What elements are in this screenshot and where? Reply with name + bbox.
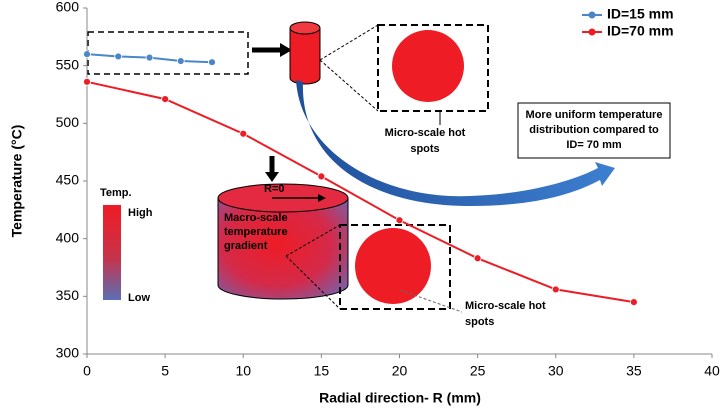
legend-marker bbox=[588, 28, 596, 36]
point bbox=[83, 50, 91, 59]
legend-label: ID=15 mm bbox=[607, 6, 674, 22]
annotation-text: More uniform temperature bbox=[526, 109, 663, 121]
point bbox=[395, 216, 404, 225]
x-tick-label: 30 bbox=[548, 363, 564, 379]
annotation-text: gradient bbox=[224, 240, 268, 252]
y-tick-label: 500 bbox=[56, 114, 80, 130]
point bbox=[83, 77, 91, 86]
point bbox=[629, 298, 638, 307]
y-tick-label: 450 bbox=[56, 172, 80, 188]
x-tick-label: 40 bbox=[704, 363, 720, 379]
point bbox=[317, 172, 326, 181]
x-tick-label: 15 bbox=[314, 363, 330, 379]
annotation-text: Micro-scale hot bbox=[465, 300, 546, 312]
x-axis-label: Radial direction- R (mm) bbox=[319, 390, 481, 406]
annotation-text: distribution compared to bbox=[529, 124, 659, 136]
point bbox=[473, 254, 482, 263]
point bbox=[176, 57, 185, 65]
y-tick-label: 600 bbox=[56, 0, 80, 15]
low-label: Low bbox=[128, 292, 150, 304]
annotation-text: Micro-scale hot bbox=[385, 127, 466, 139]
x-tick-label: 20 bbox=[392, 363, 408, 379]
y-axis-label: Temperature (°C) bbox=[9, 125, 25, 238]
r0-label: R=0 bbox=[264, 183, 285, 195]
point bbox=[208, 58, 216, 67]
x-tick-label: 5 bbox=[161, 363, 169, 379]
x-tick-label: 25 bbox=[470, 363, 486, 379]
high-label: High bbox=[128, 207, 153, 219]
point bbox=[145, 53, 154, 62]
annotation-text: ID= 70 mm bbox=[566, 139, 622, 151]
annotation-text: spots bbox=[410, 143, 439, 155]
annotation-graphics bbox=[87, 21, 671, 313]
point bbox=[551, 285, 560, 294]
x-tick-label: 10 bbox=[235, 363, 251, 379]
legend-marker bbox=[588, 11, 596, 19]
temp-label: Temp. bbox=[100, 187, 132, 199]
point bbox=[239, 129, 248, 138]
x-tick-label: 0 bbox=[83, 363, 91, 379]
y-tick-label: 300 bbox=[56, 345, 80, 361]
y-tick-label: 550 bbox=[56, 56, 80, 72]
y-tick-label: 400 bbox=[56, 229, 80, 245]
x-tick-label: 35 bbox=[626, 363, 642, 379]
annotation-text: Macro-scale bbox=[224, 212, 288, 224]
series-line bbox=[86, 80, 635, 304]
point bbox=[114, 52, 123, 61]
annotation-text: temperature bbox=[224, 226, 288, 238]
point bbox=[161, 95, 170, 104]
y-tick-label: 350 bbox=[56, 287, 80, 303]
legend-label: ID=70 mm bbox=[607, 23, 674, 39]
annotation-text: spots bbox=[465, 316, 494, 328]
